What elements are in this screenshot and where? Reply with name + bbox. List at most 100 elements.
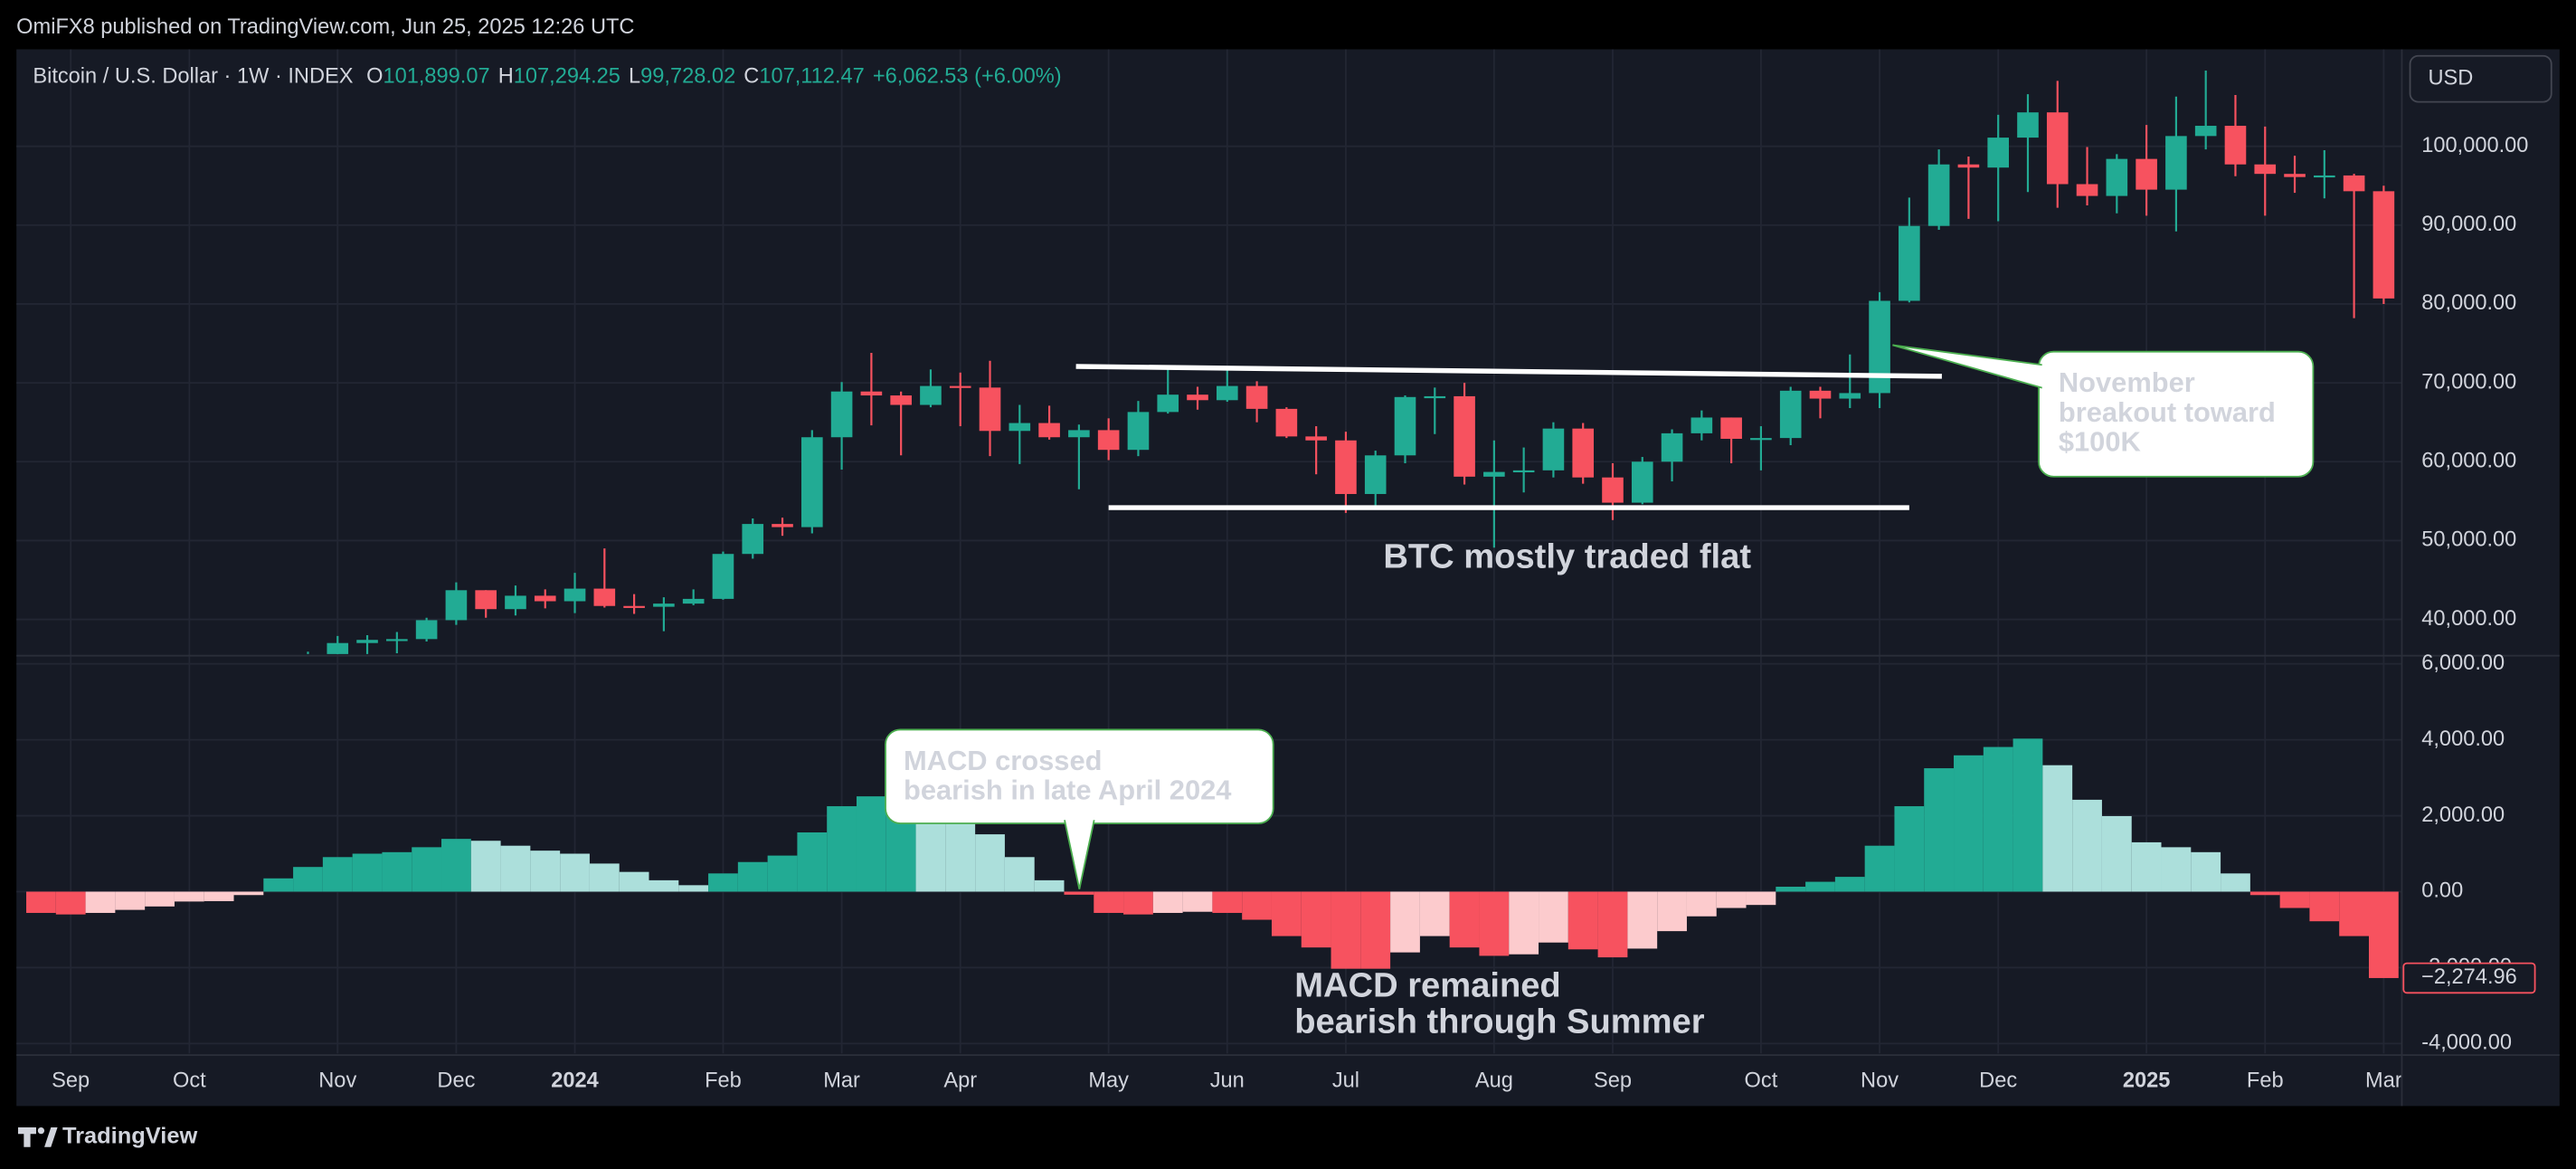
- candle-body: [1335, 440, 1357, 494]
- macd-bar: [1627, 891, 1658, 949]
- annotation-text: bearish through Summer: [1294, 1003, 1704, 1041]
- y-tick-label: 2,000.00: [2421, 803, 2505, 827]
- macd-bar: [1449, 891, 1480, 948]
- y-tick-label: 100,000.00: [2421, 134, 2528, 157]
- callout-tail-edge: [1892, 344, 2042, 389]
- macd-bar: [1271, 891, 1302, 936]
- x-tick-label: Nov: [1861, 1069, 1899, 1092]
- ohlc-value: 99,728.02: [640, 65, 735, 89]
- macd-bar: [797, 832, 828, 892]
- macd-bar: [1746, 891, 1776, 906]
- chart-area: [16, 49, 2560, 1107]
- candle-body: [979, 387, 1001, 432]
- candle-body: [742, 524, 764, 555]
- macd-bar: [975, 834, 1005, 892]
- candle-body: [1661, 432, 1683, 462]
- candle-body: [327, 642, 349, 654]
- macd-bar: [1834, 877, 1865, 892]
- macd-bar: [1567, 891, 1598, 950]
- candle-body: [2165, 136, 2187, 190]
- candle-body: [1038, 423, 1060, 438]
- candle-body: [1750, 438, 1772, 441]
- x-tick-label: Mar: [2365, 1069, 2402, 1092]
- candle-body: [1572, 428, 1595, 478]
- candle-body: [1009, 423, 1031, 432]
- x-tick-label: 2024: [551, 1069, 599, 1092]
- candle-body: [1424, 395, 1446, 399]
- symbol-legend: Bitcoin / U.S. Dollar · 1W · INDEX O101,8…: [33, 65, 1061, 89]
- macd-bar: [1805, 881, 1835, 892]
- macd-bar: [85, 891, 116, 913]
- candle-body: [564, 588, 586, 602]
- brand-logo: [17, 1126, 58, 1147]
- candle-body: [1720, 417, 1742, 439]
- macd-bar: [352, 853, 383, 892]
- callout-text: breakout toward: [2059, 396, 2276, 428]
- callout-text: $100K: [2059, 426, 2141, 458]
- candle-body: [2136, 158, 2157, 190]
- last-value-tag: [2402, 962, 2536, 994]
- macd-bar: [619, 871, 649, 892]
- macd-bar: [145, 891, 175, 907]
- callout-text: November: [2059, 366, 2195, 398]
- macd-bar: [1242, 891, 1272, 920]
- candle-body: [2254, 164, 2277, 175]
- candle-body: [1394, 396, 1416, 456]
- candle-body: [1305, 436, 1327, 441]
- macd-bar: [204, 891, 234, 901]
- macd-bar: [1894, 806, 1925, 892]
- candle-body: [920, 385, 942, 405]
- x-tick-label: Dec: [437, 1069, 475, 1092]
- candle-body: [801, 437, 823, 527]
- currency-button[interactable]: [2409, 54, 2552, 103]
- candle-body: [475, 590, 497, 610]
- macd-bar: [2249, 891, 2280, 896]
- y-tick-label: 90,000.00: [2421, 213, 2516, 236]
- candle-body: [1779, 390, 1802, 439]
- candle-body: [2046, 112, 2069, 185]
- macd-bar: [1182, 891, 1213, 912]
- ohlc-value: 101,899.07: [383, 65, 489, 89]
- candle-body: [356, 640, 378, 643]
- macd-bar: [1331, 891, 1361, 969]
- ohlc-value: 107,294.25: [514, 65, 620, 89]
- macd-bar: [1597, 891, 1628, 958]
- callout-text: bearish in late April 2024: [904, 775, 1231, 806]
- candle-body: [653, 604, 675, 607]
- ohlc-key: H: [498, 65, 514, 89]
- macd-bar: [412, 847, 442, 892]
- macd-bar: [1657, 891, 1687, 932]
- x-tick-label: Feb: [705, 1069, 742, 1092]
- brand-name: TradingView: [62, 1124, 197, 1149]
- currency-label[interactable]: USD: [2429, 66, 2474, 90]
- callout-tail-edge: [1064, 820, 1095, 889]
- candles: [307, 71, 2395, 654]
- candle-body: [1187, 394, 1208, 401]
- macd-bar: [2339, 891, 2369, 936]
- candle-body: [386, 639, 408, 642]
- candle-body: [1631, 461, 1653, 503]
- y-tick-label: 70,000.00: [2421, 370, 2516, 394]
- macd-bar: [649, 879, 679, 892]
- y-tick-label: -4,000.00: [2421, 1031, 2512, 1055]
- macd-bar: [2191, 851, 2221, 892]
- candle-body: [1483, 471, 1505, 477]
- macd-bar: [2161, 847, 2192, 892]
- macd-bar: [2131, 841, 2162, 892]
- candle-body: [2076, 184, 2098, 196]
- macd-bar: [708, 873, 738, 892]
- x-tick-label: Nov: [318, 1069, 356, 1092]
- candle-body: [1364, 455, 1387, 494]
- candle-body: [712, 554, 734, 599]
- candle-body: [1275, 408, 1298, 437]
- candle-body: [623, 605, 645, 608]
- candle-body: [890, 395, 912, 405]
- macd-bar: [2368, 891, 2399, 978]
- x-tick-label: Oct: [173, 1069, 206, 1092]
- candle-body: [1157, 394, 1179, 413]
- candle-body: [445, 590, 468, 621]
- macd-bar: [1539, 891, 1568, 943]
- macd-bar: [1390, 891, 1420, 953]
- candle-body: [2194, 126, 2217, 137]
